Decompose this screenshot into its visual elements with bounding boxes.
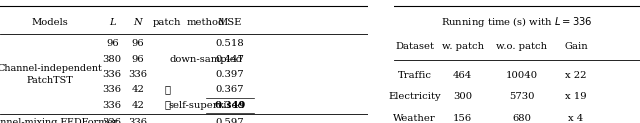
Text: 300: 300 <box>453 92 472 101</box>
Text: w. patch: w. patch <box>442 42 484 51</box>
Text: 0.597: 0.597 <box>216 118 244 123</box>
Text: x 19: x 19 <box>565 92 587 101</box>
Text: 0.397: 0.397 <box>216 70 244 79</box>
Text: 0.349: 0.349 <box>214 101 246 110</box>
Text: Traffic: Traffic <box>397 71 431 80</box>
Text: Weather: Weather <box>393 114 436 123</box>
Text: 5730: 5730 <box>509 92 534 101</box>
Text: Channel-independent
PatchTST: Channel-independent PatchTST <box>0 64 102 85</box>
Text: 336: 336 <box>103 118 122 123</box>
Text: MSE: MSE <box>218 18 242 27</box>
Text: Running time (s) with $L = 336$: Running time (s) with $L = 336$ <box>441 15 593 29</box>
Text: 96: 96 <box>132 54 144 64</box>
Text: x 4: x 4 <box>568 114 584 123</box>
Text: self-supervised: self-supervised <box>168 101 244 110</box>
Text: 42: 42 <box>132 101 145 110</box>
Text: Gain: Gain <box>564 42 588 51</box>
Text: Electricity: Electricity <box>388 92 441 101</box>
Text: 336: 336 <box>103 85 122 94</box>
Text: N: N <box>134 18 142 27</box>
Text: x 22: x 22 <box>565 71 587 80</box>
Text: 336: 336 <box>103 70 122 79</box>
Text: 0.447: 0.447 <box>216 54 244 64</box>
Text: 96: 96 <box>106 39 118 48</box>
Text: L: L <box>109 18 116 27</box>
Text: 380: 380 <box>102 54 122 64</box>
Text: 0.367: 0.367 <box>216 85 244 94</box>
Text: 336: 336 <box>129 70 147 79</box>
Text: 156: 156 <box>453 114 472 123</box>
Text: 0.518: 0.518 <box>216 39 244 48</box>
Text: Models: Models <box>31 18 68 27</box>
Text: ✓: ✓ <box>164 85 170 94</box>
Text: Dataset: Dataset <box>395 42 434 51</box>
Text: ✓: ✓ <box>164 101 170 110</box>
Text: down-sampled: down-sampled <box>170 54 243 64</box>
Text: 42: 42 <box>132 85 145 94</box>
Text: 336: 336 <box>103 101 122 110</box>
Text: 10040: 10040 <box>506 71 538 80</box>
Text: Channel-mixing FEDFormer: Channel-mixing FEDFormer <box>0 118 118 123</box>
Text: 336: 336 <box>129 118 147 123</box>
Text: w.o. patch: w.o. patch <box>496 42 547 51</box>
Text: 464: 464 <box>453 71 472 80</box>
Text: patch: patch <box>153 18 182 27</box>
Text: method: method <box>187 18 225 27</box>
Text: 680: 680 <box>512 114 531 123</box>
Text: 96: 96 <box>132 39 144 48</box>
